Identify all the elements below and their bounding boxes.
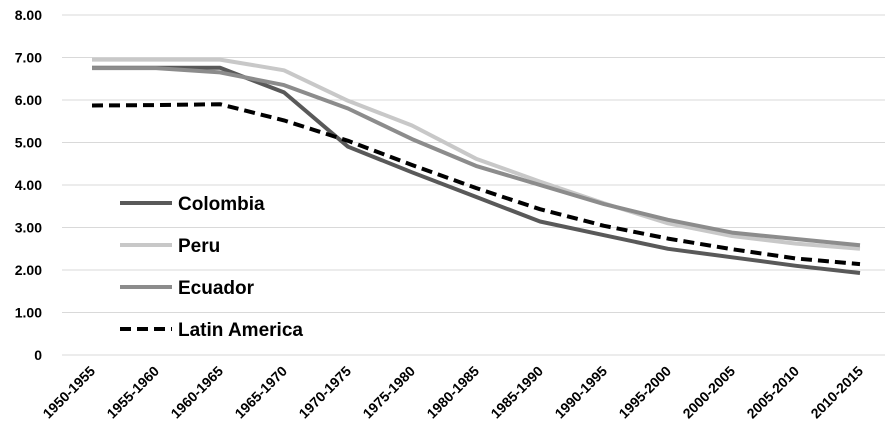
series-line-ecuador [92,66,861,248]
y-tick-label: 3.00 [15,220,42,236]
x-tick-label: 1995-2000 [615,363,674,422]
x-tick-label: 1970-1975 [295,363,354,422]
legend-label: Peru [178,236,220,257]
legend-label: Ecuador [178,278,255,299]
x-tick-label: 1950-1955 [39,363,98,422]
legend-label: Colombia [178,194,265,215]
x-tick-label: 2000-2005 [679,363,738,422]
y-axis-tick-labels: 0 1.00 2.00 3.00 4.00 5.00 6.00 7.00 8.00 [15,7,42,363]
x-axis-tick-labels: 1950-1955 1955-1960 1960-1965 1965-1970 1970… [39,363,866,422]
y-tick-label: 2.00 [15,262,42,278]
legend: Colombia Peru Ecuador Latin America [120,194,303,341]
x-tick-label: 1980-1985 [423,363,482,422]
y-tick-label: 5.00 [15,135,42,151]
x-tick-label: 1960-1965 [167,363,226,422]
x-tick-label: 1985-1990 [487,363,546,422]
y-tick-label: 8.00 [15,7,42,23]
x-tick-label: 1975-1980 [359,363,418,422]
series-line-colombia [92,65,861,275]
legend-label: Latin America [178,320,303,341]
y-tick-label: 1.00 [15,305,42,321]
x-tick-label: 2010-2015 [807,363,866,422]
x-tick-label: 1955-1960 [103,363,162,422]
x-tick-label: 1990-1995 [551,363,610,422]
series-line-peru [92,57,861,251]
y-tick-label: 0 [34,347,42,363]
x-tick-label: 2005-2010 [743,363,802,422]
x-tick-label: 1965-1970 [231,363,290,422]
y-tick-label: 7.00 [15,50,42,66]
y-tick-label: 4.00 [15,177,42,193]
series-line-latin-america [91,102,861,267]
y-tick-label: 6.00 [15,92,42,108]
series-lines [91,57,861,275]
